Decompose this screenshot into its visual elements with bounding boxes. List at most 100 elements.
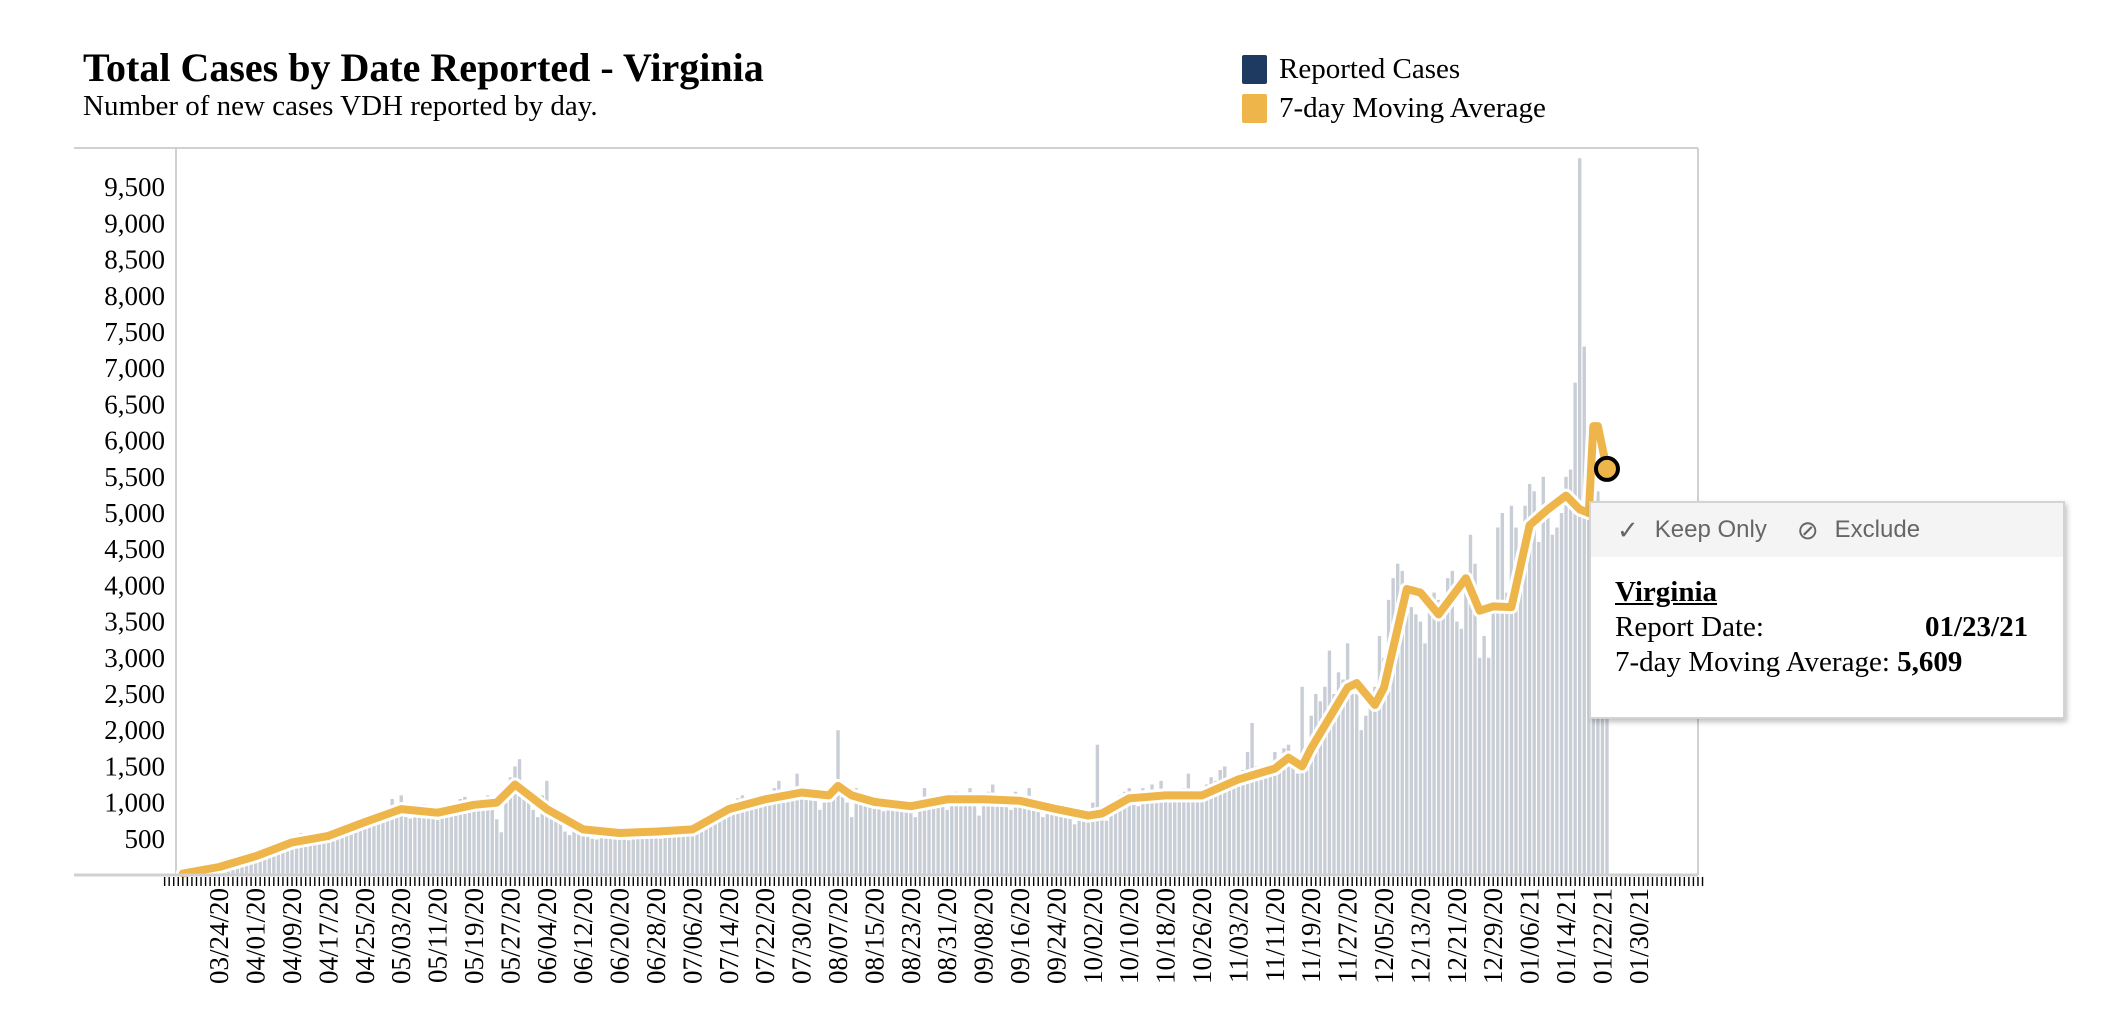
bar bbox=[986, 791, 990, 875]
exclude-label: Exclude bbox=[1834, 516, 1921, 543]
keep-only-button[interactable]: ✓ Keep Only bbox=[1617, 515, 1767, 546]
bar bbox=[440, 812, 444, 875]
bar bbox=[959, 798, 963, 875]
x-tick-label: 08/31/20 bbox=[932, 888, 962, 984]
x-tick-label: 12/29/20 bbox=[1478, 888, 1508, 984]
x-tick-label: 07/14/20 bbox=[714, 888, 744, 984]
y-tick-label: 3,000 bbox=[104, 643, 165, 673]
bar bbox=[335, 831, 340, 875]
bar bbox=[540, 795, 544, 875]
bar bbox=[526, 798, 531, 875]
bar bbox=[1054, 809, 1059, 875]
bar bbox=[1323, 686, 1327, 875]
x-tick-label: 07/22/20 bbox=[750, 888, 780, 984]
bar bbox=[1104, 820, 1109, 875]
bar bbox=[927, 802, 931, 875]
x-tick-label: 12/05/20 bbox=[1369, 888, 1399, 984]
bar bbox=[1491, 599, 1495, 875]
bar bbox=[545, 780, 549, 875]
bar bbox=[1359, 730, 1363, 875]
bar bbox=[913, 817, 918, 875]
bar bbox=[1418, 621, 1423, 875]
bar bbox=[1277, 759, 1282, 875]
bar bbox=[854, 788, 858, 875]
bar bbox=[390, 798, 394, 875]
bar bbox=[1163, 791, 1168, 875]
bar bbox=[663, 831, 667, 875]
bar bbox=[517, 759, 522, 875]
bar bbox=[1186, 773, 1191, 875]
bar bbox=[1050, 806, 1054, 875]
bar bbox=[349, 825, 353, 875]
bar bbox=[581, 822, 585, 875]
x-tick-label: 01/22/21 bbox=[1587, 888, 1617, 984]
bar bbox=[736, 798, 740, 875]
bar bbox=[1259, 773, 1263, 875]
bar bbox=[1441, 614, 1445, 875]
bar bbox=[1395, 563, 1400, 875]
bar bbox=[1059, 813, 1063, 875]
bar bbox=[276, 847, 281, 875]
bar bbox=[840, 780, 845, 875]
bar bbox=[945, 809, 949, 875]
moving-average-line bbox=[178, 422, 1611, 878]
bar bbox=[654, 834, 658, 875]
bar bbox=[1213, 780, 1218, 875]
bar bbox=[1386, 599, 1391, 875]
bar bbox=[904, 806, 908, 875]
bar bbox=[1273, 751, 1277, 875]
x-tick-label: 06/20/20 bbox=[605, 888, 635, 984]
bar bbox=[1496, 527, 1500, 875]
legend-item-moving-average[interactable]: 7-day Moving Average bbox=[1242, 89, 1546, 128]
line-group bbox=[175, 419, 1620, 881]
bar bbox=[1082, 817, 1086, 875]
bar bbox=[1063, 811, 1068, 875]
bar bbox=[499, 832, 504, 875]
bar bbox=[1200, 798, 1204, 875]
bar bbox=[485, 795, 490, 875]
bar bbox=[1391, 578, 1395, 875]
bar bbox=[640, 830, 645, 875]
legend-item-reported-cases[interactable]: Reported Cases bbox=[1242, 50, 1546, 89]
bar bbox=[977, 815, 981, 875]
bar bbox=[285, 842, 290, 875]
bar bbox=[1041, 817, 1045, 875]
bar bbox=[749, 802, 754, 875]
bar bbox=[1291, 766, 1295, 875]
tooltip-avg-label: 7-day Moving Average: bbox=[1615, 646, 1890, 678]
bar bbox=[740, 795, 745, 875]
y-tick-label: 1,500 bbox=[104, 751, 165, 781]
bar bbox=[399, 795, 403, 875]
bar bbox=[1355, 694, 1359, 875]
x-tick-label: 11/11/20 bbox=[1260, 888, 1290, 982]
tooltip-date-value: 01/23/21 bbox=[1925, 611, 2029, 643]
y-tick-label: 4,000 bbox=[104, 570, 165, 600]
y-tick-label: 4,500 bbox=[104, 534, 165, 564]
y-tick-label: 8,000 bbox=[104, 281, 165, 311]
bar bbox=[308, 841, 312, 875]
bar bbox=[567, 835, 572, 875]
bar bbox=[1100, 809, 1104, 875]
bar bbox=[358, 821, 362, 875]
bar bbox=[1446, 578, 1450, 875]
bar bbox=[267, 847, 271, 875]
exclude-button[interactable]: ⊘ Exclude bbox=[1797, 515, 1920, 546]
y-tick-label: 5,000 bbox=[104, 498, 165, 528]
x-tick-label: 11/03/20 bbox=[1223, 888, 1253, 983]
bar bbox=[472, 811, 476, 875]
bar bbox=[790, 795, 795, 875]
bar bbox=[831, 788, 836, 875]
bar bbox=[454, 802, 458, 875]
bar bbox=[1227, 788, 1232, 875]
bar bbox=[1314, 694, 1318, 875]
bar bbox=[1241, 770, 1245, 875]
bar bbox=[1154, 795, 1159, 875]
bar bbox=[1254, 766, 1259, 875]
y-tick-label: 5,500 bbox=[104, 462, 165, 492]
bar bbox=[722, 804, 726, 875]
tooltip-body: Virginia Report Date: 01/23/21 7-day Mov… bbox=[1591, 557, 2063, 680]
bar bbox=[1546, 505, 1550, 875]
x-tick-label: 05/19/20 bbox=[459, 888, 489, 984]
bar bbox=[972, 806, 977, 875]
x-tick-label: 06/28/20 bbox=[641, 888, 671, 984]
